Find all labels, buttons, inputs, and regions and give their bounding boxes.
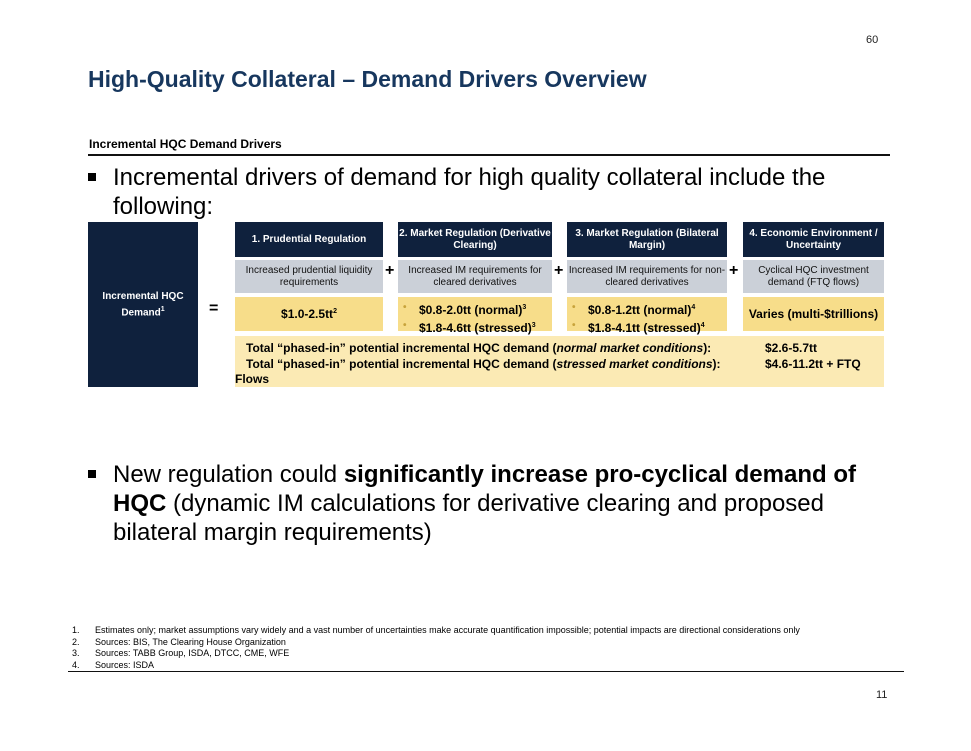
column-1-header: 1. Prudential Regulation bbox=[235, 222, 383, 257]
column-3-value-normal: • $0.8-1.2tt (normal)4 bbox=[572, 302, 696, 317]
footnote-4: 4. Sources: ISDA bbox=[72, 659, 155, 670]
footnote-ref: 2 bbox=[333, 308, 337, 315]
equals-sign: = bbox=[209, 300, 219, 317]
bullet-1-text: Incremental drivers of demand for high q… bbox=[113, 164, 826, 220]
totals-box: Total “phased-in” potential incremental … bbox=[235, 336, 884, 387]
bullet-square-icon bbox=[88, 173, 96, 181]
total-stressed-value-wrap: Flows bbox=[235, 372, 270, 386]
footnote-ref: 1 bbox=[160, 305, 165, 313]
footnote-3: 3. Sources: TABB Group, ISDA, DTCC, CME, … bbox=[72, 648, 290, 658]
column-2-value-stressed: • $1.8-4.6tt (stressed)3 bbox=[403, 320, 536, 335]
total-normal-label: Total “phased-in” potential incremental … bbox=[246, 341, 712, 355]
column-3-header: 3. Market Regulation (Bilateral Margin) bbox=[567, 222, 727, 257]
footnote-1: 1. Estimates only; market assumptions var… bbox=[72, 625, 800, 635]
plus-sign-2: + bbox=[554, 262, 564, 279]
plus-sign-1: + bbox=[385, 262, 395, 279]
bullet-square-icon bbox=[88, 470, 96, 478]
bullet-dot-icon: • bbox=[572, 320, 576, 331]
bullet-dot-icon: • bbox=[403, 302, 407, 313]
footer-divider bbox=[68, 671, 904, 672]
footnotes: 1. Estimates only; market assumptions var… bbox=[72, 625, 800, 671]
column-2-values: • $0.8-2.0tt (normal)3 • $1.8-4.6tt (stres… bbox=[398, 297, 552, 335]
column-4-description: Cyclical HQC investment demand (FTQ flow… bbox=[743, 260, 884, 293]
column-1-value: $1.0-2.5tt2 bbox=[235, 297, 383, 331]
column-1-value-text: $1.0-2.5tt bbox=[281, 307, 334, 321]
total-stressed-label: Total “phased-in” potential incremental … bbox=[246, 357, 721, 371]
column-4-header: 4. Economic Environment / Uncertainty bbox=[743, 222, 884, 257]
incremental-hqc-demand-label: Incremental HQC Demand bbox=[102, 290, 184, 319]
column-4-value: Varies (multi-$trillions) bbox=[743, 297, 884, 331]
bullet-dot-icon: • bbox=[403, 320, 407, 331]
column-2-value-normal: • $0.8-2.0tt (normal)3 bbox=[403, 302, 527, 317]
footnote-2: 2. Sources: BIS, The Clearing House Organ… bbox=[72, 636, 286, 647]
column-3-description: Increased IM requirements for non-cleare… bbox=[567, 260, 727, 293]
plus-sign-3: + bbox=[729, 262, 739, 279]
section-divider bbox=[88, 154, 890, 156]
section-label: Incremental HQC Demand Drivers bbox=[89, 137, 282, 151]
column-2-header: 2. Market Regulation (Derivative Clearin… bbox=[398, 222, 552, 257]
column-3-value-stressed: • $1.8-4.1tt (stressed)4 bbox=[572, 320, 705, 335]
total-stressed-value: $4.6-11.2tt + FTQ bbox=[765, 357, 861, 371]
incremental-hqc-demand-box: Incremental HQC Demand1 bbox=[88, 222, 198, 387]
column-2-description: Increased IM requirements for cleared de… bbox=[398, 260, 552, 293]
page-number-top: 60 bbox=[866, 34, 879, 46]
page-title: High-Quality Collateral – Demand Drivers… bbox=[88, 66, 647, 92]
total-normal-value: $2.6-5.7tt bbox=[765, 341, 818, 355]
column-3-values: • $0.8-1.2tt (normal)4 • $1.8-4.1tt (stres… bbox=[567, 297, 727, 335]
bullet-2-text: New regulation could significantly incre… bbox=[113, 461, 856, 546]
page-number-bottom: 11 bbox=[876, 689, 888, 701]
bullet-dot-icon: • bbox=[572, 302, 576, 313]
column-1-description: Increased prudential liquidity requireme… bbox=[235, 260, 383, 293]
